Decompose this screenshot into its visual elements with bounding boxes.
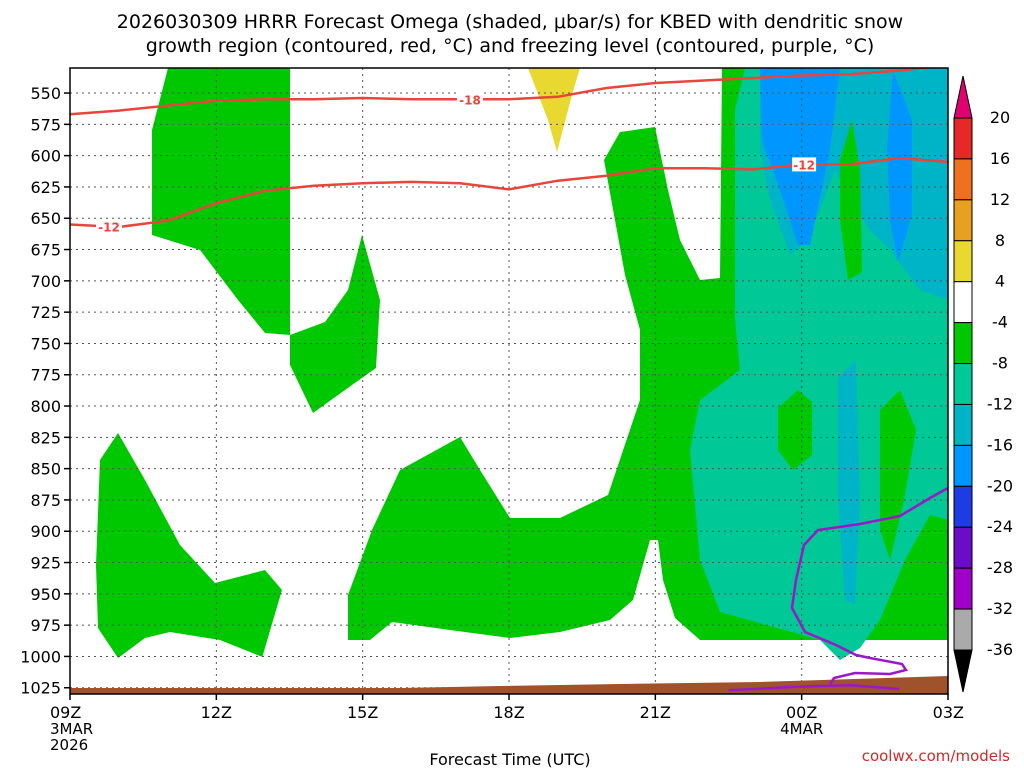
- contour-label: -12: [793, 158, 815, 172]
- colorbar-label: -36: [987, 640, 1013, 659]
- x-axis-label: Forecast Time (UTC): [429, 750, 590, 768]
- colorbar-swatch: [953, 526, 973, 569]
- plot-area: -18 -12 -12: [70, 68, 948, 694]
- colorbar-label: -12: [987, 394, 1013, 413]
- omega-region-blue-right: [887, 70, 912, 262]
- y-tick-label: 575: [30, 115, 61, 134]
- omega-region-cyan-strip: [838, 360, 860, 605]
- x-tick-label: 09Z: [50, 703, 81, 722]
- y-tick-label: 975: [30, 616, 61, 635]
- colorbar-swatch: [953, 158, 973, 201]
- contour-label-bg: [792, 157, 817, 172]
- omega-region-green-inset: [778, 390, 812, 470]
- colorbar-bottom-triangle: [953, 649, 973, 693]
- colorbar-label: -24: [987, 517, 1013, 536]
- y-tick-label: 825: [30, 428, 61, 447]
- y-tick-label: 700: [30, 272, 61, 291]
- y-tick-label: 950: [30, 585, 61, 604]
- contour-label: -18: [459, 93, 481, 107]
- grid-lines: [70, 68, 948, 694]
- y-tick-label: 775: [30, 366, 61, 385]
- y-tick-label: 900: [30, 522, 61, 541]
- chart-title-line2: growth region (contoured, red, °C) and f…: [146, 35, 875, 57]
- x-tick-label: 15Z: [347, 703, 378, 722]
- y-tick-label: 675: [30, 241, 61, 260]
- dgz-contour-line: [70, 68, 936, 116]
- y-tick-label: 875: [30, 491, 61, 510]
- omega-region-white-gap: [70, 540, 948, 694]
- dgz-contours: -18 -12 -12: [70, 68, 948, 692]
- colorbar-swatch: [953, 117, 973, 160]
- y-tick-label: 1000: [20, 647, 61, 666]
- colorbar-label: 4: [995, 272, 1005, 291]
- omega-region-mid-upper: [290, 235, 380, 413]
- x-tick-year: 2026: [50, 736, 88, 754]
- x-tick-date: 3MAR: [50, 720, 93, 738]
- omega-shading: [70, 68, 948, 694]
- y-tick-label: 550: [30, 84, 61, 103]
- y-tick-label: 650: [30, 209, 61, 228]
- contour-label-bg: [456, 92, 483, 107]
- x-tick-label: 00Z: [786, 703, 817, 722]
- colorbar-swatch: [953, 403, 973, 446]
- colorbar-label: 16: [990, 149, 1010, 168]
- x-tick-label: 18Z: [493, 703, 524, 722]
- y-tick-label: 600: [30, 147, 61, 166]
- colorbar-label: -28: [987, 558, 1013, 577]
- colorbar-label: 20: [990, 108, 1010, 127]
- y-tick-label: 800: [30, 397, 61, 416]
- x-tick-label: 12Z: [201, 703, 232, 722]
- colorbar-label: 8: [995, 231, 1005, 250]
- omega-region-left-lower: [96, 433, 282, 658]
- freezing-level-upper-contour: [790, 486, 948, 685]
- y-tick-label: 750: [30, 334, 61, 353]
- y-tick-label: 925: [30, 554, 61, 573]
- chart-title-line1: 2026030309 HRRR Forecast Omega (shaded, …: [117, 11, 903, 33]
- y-tick-label: 850: [30, 460, 61, 479]
- colorbar-swatch: [953, 240, 973, 283]
- omega-region-blue: [760, 68, 840, 245]
- y-axis: 550 575 600 625 650 675 700 725 750 775 800 825 850 8…: [20, 84, 70, 698]
- colorbar-swatch: [953, 281, 973, 324]
- colorbar-swatch: [953, 485, 973, 528]
- colorbar-label: -20: [987, 476, 1013, 495]
- omega-region-green-top: [840, 120, 862, 280]
- x-tick-label: 21Z: [640, 703, 671, 722]
- colorbar-label: -16: [987, 435, 1013, 454]
- credit-link[interactable]: coolwx.com/models: [862, 747, 1010, 765]
- colorbar-label: -32: [987, 599, 1013, 618]
- colorbar-label: -4: [992, 313, 1008, 332]
- omega-region-yellow: [528, 68, 580, 152]
- colorbar-label: -8: [992, 354, 1008, 373]
- colorbar-label: 12: [990, 190, 1010, 209]
- colorbar-swatch: [953, 444, 973, 487]
- x-tick-label: 03Z: [933, 703, 964, 722]
- colorbar-top-triangle: [953, 75, 973, 119]
- contour-label-bg: [96, 219, 123, 234]
- colorbar-swatch: [953, 322, 973, 365]
- colorbar-swatch: [953, 567, 973, 610]
- colorbar: 20 16 12 8 4 -4 -8 -12 -16 -20 -24 -28 -32 -36: [953, 75, 1013, 693]
- y-tick-label: 725: [30, 303, 61, 322]
- x-tick-date: 4MAR: [780, 720, 823, 738]
- y-tick-label: 1025: [20, 679, 61, 698]
- colorbar-swatch: [953, 608, 973, 651]
- y-tick-label: 625: [30, 178, 61, 197]
- colorbar-swatch: [953, 363, 973, 405]
- contour-label: -12: [98, 221, 120, 235]
- colorbar-swatch: [953, 199, 973, 242]
- freezing-level-contour: [728, 683, 900, 692]
